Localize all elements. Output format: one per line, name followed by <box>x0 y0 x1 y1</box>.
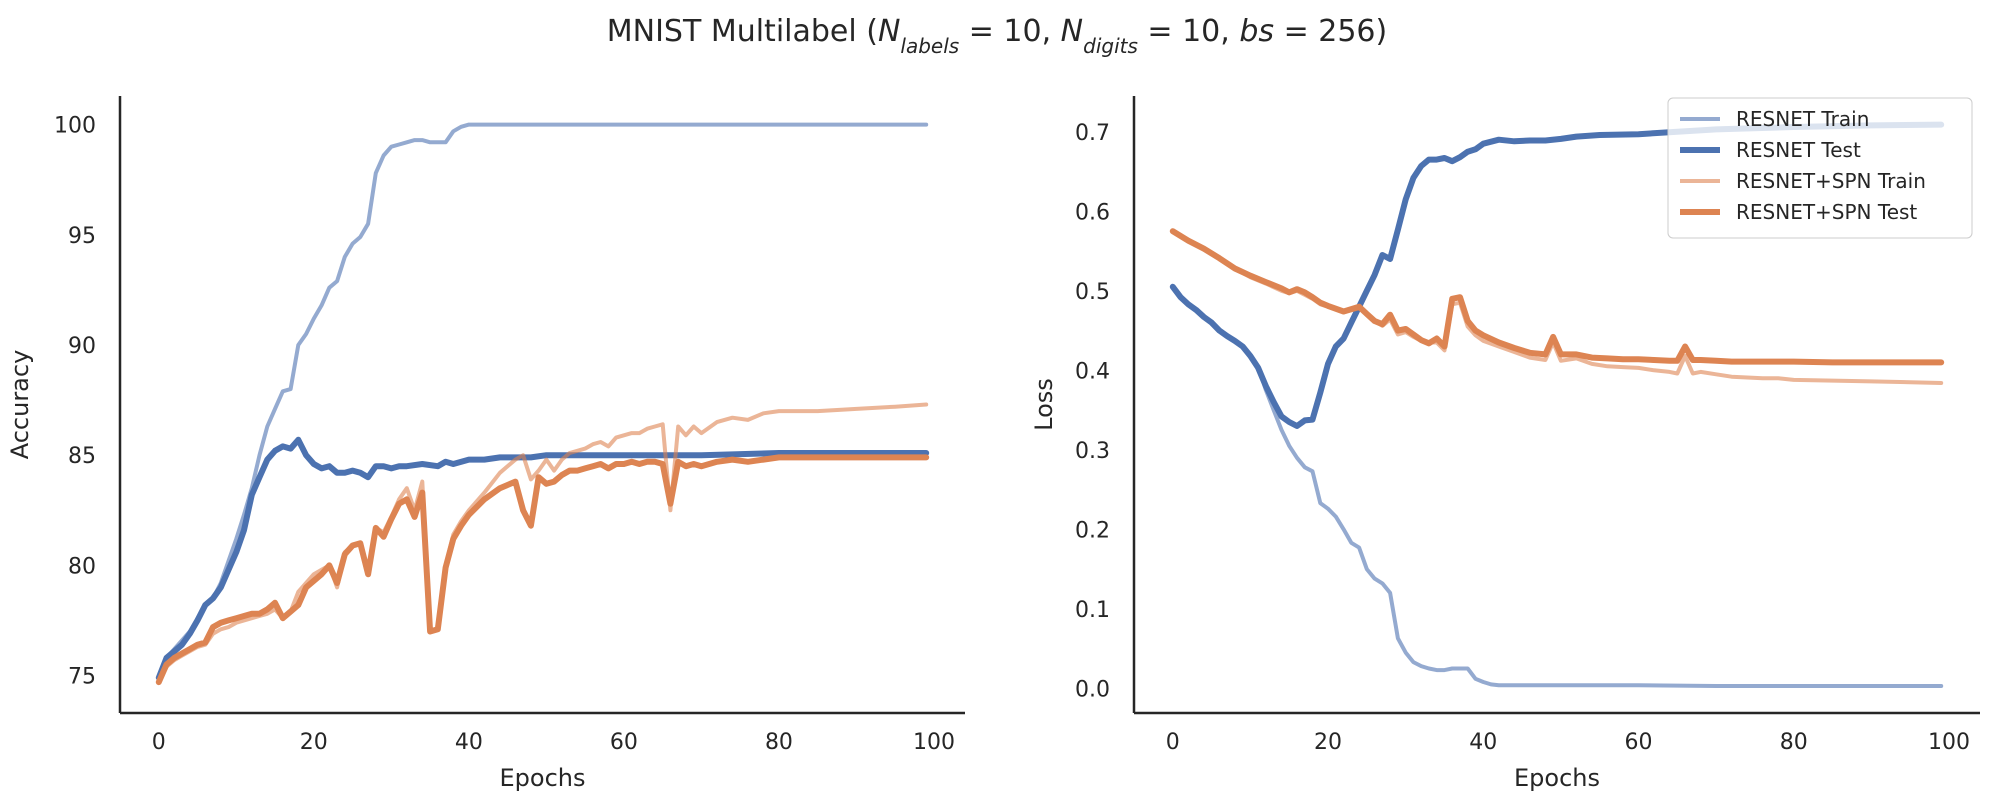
loss-series-resnet-spn-test <box>1169 228 1945 366</box>
loss-y-tick-label: 0.7 <box>1075 121 1110 146</box>
title-prefix: MNIST Multilabel ( <box>607 14 878 49</box>
legend: RESNET Train RESNET Test RESNET+SPN Train R… <box>1667 97 1973 239</box>
accuracy-y-tick-label: 95 <box>68 224 96 249</box>
legend-item: RESNET Test <box>1680 138 1861 162</box>
accuracy-x-tick-label: 80 <box>765 730 793 755</box>
loss-y-tick-label: 0.1 <box>1075 598 1110 623</box>
loss-x-tick-label: 80 <box>1780 730 1808 755</box>
loss-x-tick-label: 20 <box>1314 730 1342 755</box>
loss-x-axis-label: Epochs <box>1514 764 1600 792</box>
legend-label: RESNET Test <box>1736 138 1861 162</box>
legend-item: RESNET+SPN Test <box>1680 200 1917 224</box>
accuracy-y-axis-label: Accuracy <box>6 350 34 460</box>
accuracy-x-tick-label: 40 <box>455 730 483 755</box>
loss-y-tick-label: 0.2 <box>1075 518 1110 543</box>
legend-box <box>1667 97 1973 239</box>
loss-y-tick-label: 0.5 <box>1075 280 1110 305</box>
loss-y-tick-label: 0.0 <box>1075 677 1110 702</box>
legend-label: RESNET+SPN Train <box>1736 169 1926 193</box>
accuracy-series-resnet-spn-test <box>155 454 930 686</box>
title-digits-subscript: digits <box>1083 34 1138 58</box>
legend-label: RESNET+SPN Test <box>1736 200 1917 224</box>
accuracy-x-axis-label: Epochs <box>500 764 586 792</box>
title-n-labels: N <box>878 14 900 49</box>
title-bs: bs <box>1239 14 1274 49</box>
loss-y-tick-label: 0.6 <box>1075 200 1110 225</box>
loss-y-axis-label: Loss <box>1030 378 1058 431</box>
loss-series-group <box>1169 121 1945 688</box>
accuracy-x-tick-label: 100 <box>913 730 955 755</box>
legend-item: RESNET+SPN Train <box>1680 169 1926 193</box>
accuracy-y-tick-label: 75 <box>68 665 96 690</box>
loss-chart: 0 20 40 60 80 100 0.0 0.1 0.2 0.3 0.4 0.5 0.6 0.7 Epoc… <box>1030 96 1980 792</box>
accuracy-series-resnet-test <box>155 436 930 681</box>
loss-x-tick-label: 100 <box>1928 730 1970 755</box>
accuracy-y-tick-label: 80 <box>68 554 96 579</box>
accuracy-y-tick-label: 85 <box>68 444 96 469</box>
accuracy-y-tick-label: 90 <box>68 334 96 359</box>
title-eq-1: = 10, <box>959 14 1060 49</box>
loss-x-tick-label: 0 <box>1166 730 1180 755</box>
loss-y-tick-label: 0.4 <box>1075 359 1110 384</box>
title-eq-2: = 10, <box>1138 14 1239 49</box>
legend-label: RESNET Train <box>1736 107 1869 131</box>
accuracy-x-tick-label: 20 <box>300 730 328 755</box>
accuracy-series-resnet-spn-train <box>156 402 929 685</box>
loss-y-tick-label: 0.3 <box>1075 439 1110 464</box>
accuracy-y-tick-label: 100 <box>54 114 96 139</box>
title-eq-3: = 256) <box>1274 14 1387 49</box>
title-labels-subscript: labels <box>900 34 959 58</box>
loss-series-resnet-test <box>1169 121 1945 429</box>
loss-x-tick-label: 40 <box>1469 730 1497 755</box>
legend-item: RESNET Train <box>1680 107 1869 131</box>
title-n-digits: N <box>1061 14 1083 49</box>
accuracy-x-tick-label: 60 <box>610 730 638 755</box>
accuracy-x-tick-label: 0 <box>152 730 166 755</box>
accuracy-chart: 0 20 40 60 80 100 75 80 85 90 95 100 Epochs Accuracy <box>6 96 965 792</box>
accuracy-series-group <box>155 122 930 686</box>
accuracy-series-resnet-train <box>156 122 929 678</box>
figure-title: MNIST Multilabel (Nlabels = 10, Ndigits … <box>607 14 1387 58</box>
loss-x-tick-label: 60 <box>1624 730 1652 755</box>
